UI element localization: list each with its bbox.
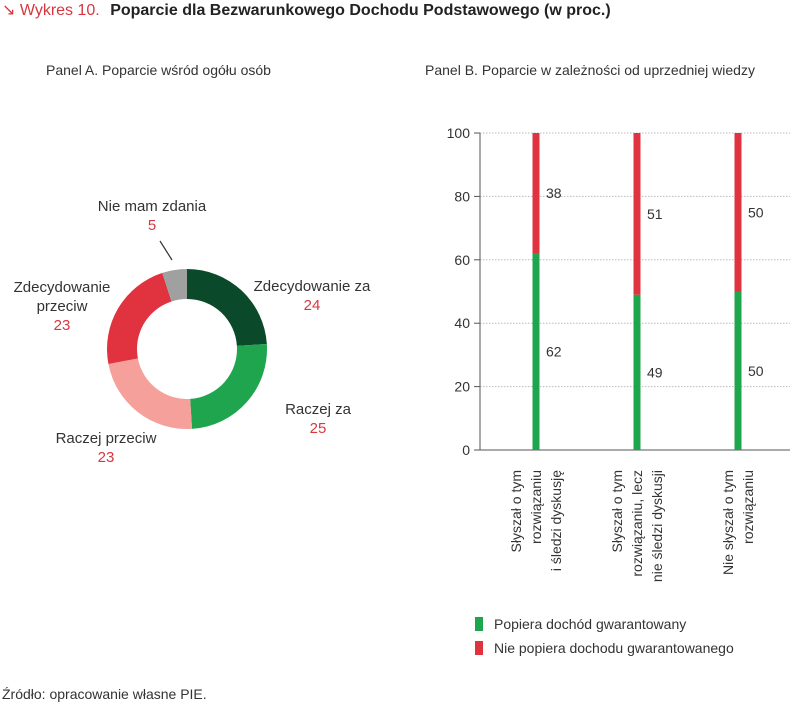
donut-value-3: 23 [54,317,71,334]
category-label-1-line-2: nie śledzi dyskusji [649,470,665,582]
donut-value-4: 5 [148,217,156,234]
legend-label-support: Popiera dochód gwarantowany [494,616,687,632]
bar-0-series-0 [532,253,540,450]
category-label-1-line-0: Słyszał o tym [609,470,625,552]
panel-a-title: Panel A. Poparcie wśród ogółu osób [46,62,271,78]
legend-item-support: Popiera dochód gwarantowany [475,612,734,636]
bar-2-series-1 [734,133,742,292]
bar-value-label-2-1: 50 [748,204,764,220]
panel-b-title: Panel B. Poparcie w zależności od uprzed… [425,62,755,78]
category-label-2-line-1: rozwiązaniu [740,470,756,544]
bar-1-series-0 [633,294,641,450]
bar-value-label-0-0: 62 [546,344,562,360]
y-tick-label-80: 80 [454,188,470,204]
category-label-1-line-1: rozwiązaniu, lecz [629,470,645,577]
y-tick-label-100: 100 [447,125,471,141]
donut-leader-line [159,240,173,261]
donut-label-1: Raczej za [285,401,352,418]
donut-label-0: Zdecydowanie za [254,278,371,295]
bar-value-label-1-0: 49 [647,364,663,380]
bar-2-series-0 [734,291,742,450]
donut-label-4: Nie mam zdania [98,198,207,215]
donut-value-2: 23 [98,449,115,466]
bar-1-series-1 [633,133,641,295]
bar-value-label-2-0: 50 [748,363,764,379]
donut-label-2: Raczej przeciw [56,430,157,447]
bar-value-label-0-1: 38 [546,185,562,201]
legend-item-oppose: Nie popiera dochodu gwarantowanego [475,636,734,660]
donut-label-3-line-1: przeciw [37,298,88,315]
donut-label-3-line-0: Zdecydowanie [14,279,111,296]
bar-0-series-1 [532,133,540,254]
donut-slice-1 [190,343,267,429]
y-tick-label-60: 60 [454,252,470,268]
legend: Popiera dochód gwarantowany Nie popiera … [475,612,734,660]
bar-value-label-1-1: 51 [647,206,663,222]
figure-title: Poparcie dla Bezwarunkowego Dochodu Pods… [110,2,611,19]
donut-value-0: 24 [304,297,321,314]
y-tick-label-0: 0 [462,442,470,458]
y-tick-label-40: 40 [454,315,470,331]
donut-slice-3 [106,272,172,364]
chart-header: ↘ Wykres 10. Poparcie dla Bezwarunkowego… [2,0,611,20]
donut-slice-4 [162,269,187,302]
donut-slice-0 [187,269,267,346]
y-tick-label-20: 20 [454,379,470,395]
legend-label-oppose: Nie popiera dochodu gwarantowanego [494,640,734,656]
figure-label: ↘ Wykres 10. [2,2,100,19]
category-label-0-line-0: Słyszał o tym [508,470,524,552]
legend-swatch-oppose [475,641,483,655]
donut-slice-2 [108,358,193,429]
source-note: Źródło: opracowanie własne PIE. [2,686,207,702]
donut-value-1: 25 [310,420,327,437]
category-label-0-line-2: i śledzi dyskusję [548,470,564,571]
legend-swatch-support [475,617,483,631]
category-label-0-line-1: rozwiązaniu [528,470,544,544]
category-label-2-line-0: Nie słyszał o tym [720,470,736,575]
